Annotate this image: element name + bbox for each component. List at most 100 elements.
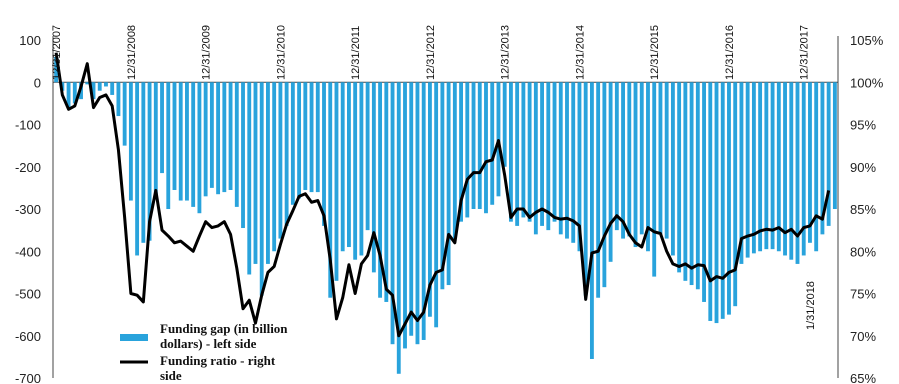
bar <box>826 82 831 226</box>
legend-bar-label-2: dollars) - left side <box>160 336 257 351</box>
axis-layer <box>52 36 839 378</box>
date-label: 12/31/2017 <box>799 25 811 80</box>
bar <box>540 82 544 226</box>
bar <box>789 82 794 260</box>
bar <box>347 82 351 248</box>
bar <box>415 82 420 345</box>
bar <box>477 82 482 209</box>
bar <box>259 82 264 296</box>
bar <box>733 82 738 307</box>
date-label: 12/31/2008 <box>126 25 138 80</box>
bar <box>297 82 302 199</box>
bar <box>384 82 389 302</box>
bar <box>739 82 744 264</box>
bar <box>508 82 513 222</box>
bar <box>97 82 102 91</box>
bar <box>284 82 289 226</box>
bar <box>521 82 526 218</box>
bar <box>795 82 800 264</box>
right-tick-label: 70% <box>850 329 876 344</box>
bar <box>434 82 439 328</box>
bar <box>272 82 277 252</box>
left-tick-label: 100 <box>19 33 41 48</box>
bar <box>334 82 339 281</box>
bar <box>178 82 183 201</box>
bar <box>359 82 364 256</box>
bar <box>652 82 657 277</box>
bar <box>727 82 731 315</box>
legend-bar-label-1: Funding gap (in billion <box>160 321 288 336</box>
left-tick-label: 0 <box>34 75 41 90</box>
bar <box>216 82 221 195</box>
bar <box>820 82 825 235</box>
bar <box>191 82 196 207</box>
right-tick-label: 90% <box>850 160 876 175</box>
bar <box>832 82 837 209</box>
bar <box>91 82 96 100</box>
bar <box>72 82 77 104</box>
bar <box>446 82 451 286</box>
bar <box>228 82 233 190</box>
bar <box>677 82 682 273</box>
bar <box>116 82 121 117</box>
bar <box>608 82 613 262</box>
bar <box>670 82 675 256</box>
bar <box>720 82 725 319</box>
right-tick-label: 95% <box>850 118 876 133</box>
bar <box>758 82 763 252</box>
left-tick-label: -700 <box>15 371 41 384</box>
bar <box>596 82 601 298</box>
bar <box>209 82 214 188</box>
bar <box>646 82 650 252</box>
bar <box>814 82 819 252</box>
bar <box>571 82 576 243</box>
bar <box>247 82 252 275</box>
bar <box>683 82 688 281</box>
legend: Funding gap (in billion dollars) - left … <box>120 321 288 383</box>
funding-ratio-line <box>54 52 831 338</box>
bar <box>502 82 507 167</box>
date-label: 12/31/2014 <box>574 25 586 80</box>
bar <box>440 82 445 290</box>
legend-line-label-2: side <box>160 368 182 383</box>
date-label: 12/31/2009 <box>201 25 213 80</box>
right-tick-label: 85% <box>850 202 876 217</box>
bar <box>490 82 495 205</box>
bar <box>409 82 414 336</box>
bar <box>365 82 370 231</box>
left-tick-label: -300 <box>15 202 41 217</box>
left-tick-label: -500 <box>15 287 41 302</box>
bar <box>577 82 582 252</box>
bar <box>340 82 345 252</box>
bar <box>583 82 588 296</box>
bar <box>565 82 569 239</box>
bar <box>141 82 146 243</box>
bar <box>770 82 775 250</box>
bar <box>110 82 115 95</box>
bar <box>185 82 189 201</box>
bar <box>546 82 551 231</box>
bar <box>783 82 787 256</box>
bar <box>708 82 713 321</box>
bar <box>403 82 407 349</box>
date-label: 12/31/2013 <box>500 25 512 80</box>
left-tick-label: -400 <box>15 244 41 259</box>
tick-layer: 100 0 -100 -200 -300 -400 -500 -600 -700 105% 100%… <box>15 33 884 384</box>
date-label: 12/31/2015 <box>649 25 661 80</box>
bar <box>104 82 108 87</box>
bar <box>633 82 638 248</box>
bar <box>253 82 258 264</box>
right-tick-label: 100% <box>850 75 884 90</box>
bar <box>552 82 557 222</box>
date-label: 12/31/2010 <box>275 25 287 80</box>
bar <box>135 82 140 256</box>
right-tick-label: 75% <box>850 287 876 302</box>
bar <box>378 82 383 298</box>
bar <box>515 82 520 226</box>
bar <box>371 82 376 273</box>
bar <box>172 82 177 190</box>
bar <box>266 82 270 264</box>
date-label: 12/31/2007 <box>51 25 63 80</box>
bar <box>278 82 283 239</box>
left-tick-label: -200 <box>15 160 41 175</box>
